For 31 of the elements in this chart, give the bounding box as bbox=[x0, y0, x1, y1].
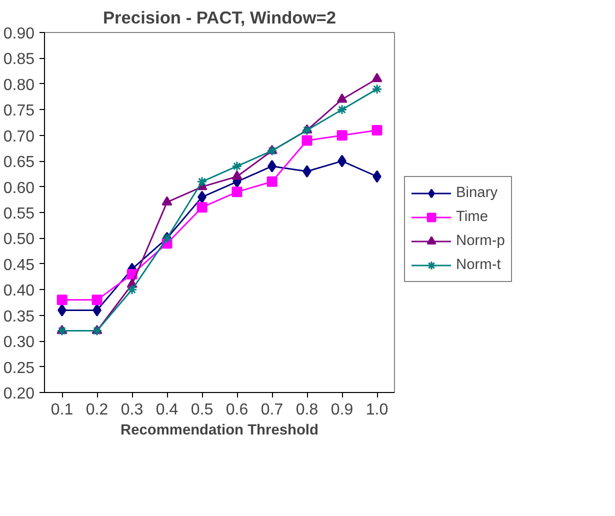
y-tick-label: 0.65 bbox=[3, 154, 35, 172]
legend-label: Time bbox=[456, 209, 488, 225]
x-tick-label: 0.5 bbox=[190, 402, 214, 418]
y-tick-label: 0.45 bbox=[3, 256, 35, 274]
chart-title: Precision - PACT, Window=2 bbox=[102, 8, 336, 28]
x-tick-label: 0.8 bbox=[296, 402, 318, 418]
y-tick-label: 0.25 bbox=[3, 360, 35, 377]
y-tick-label: 0.60 bbox=[3, 180, 35, 197]
x-tick-label: 0.6 bbox=[226, 402, 248, 418]
y-tick-label: 0.30 bbox=[3, 334, 35, 352]
y-tick-label: 0.40 bbox=[3, 282, 35, 300]
x-tick-label: 0.2 bbox=[86, 402, 108, 418]
x-axis-title: Recommendation Threshold bbox=[120, 422, 318, 438]
y-tick-label: 0.35 bbox=[3, 308, 35, 326]
x-tick-label: 1.0 bbox=[366, 402, 388, 418]
y-tick-label: 0.70 bbox=[3, 128, 35, 146]
y-tick-label: 0.80 bbox=[3, 76, 35, 94]
y-tick-label: 0.20 bbox=[3, 386, 35, 402]
legend-label: Norm-p bbox=[456, 233, 505, 249]
x-tick-label: 0.3 bbox=[120, 402, 144, 418]
y-tick-label: 0.55 bbox=[3, 206, 35, 222]
y-tick-label: 0.90 bbox=[3, 26, 35, 42]
x-tick-label: 0.4 bbox=[156, 402, 178, 418]
y-tick-label: 0.50 bbox=[3, 231, 35, 248]
y-tick-label: 0.75 bbox=[3, 102, 35, 120]
legend-label: Binary bbox=[456, 185, 498, 201]
y-tick-label: 0.85 bbox=[3, 51, 35, 68]
x-tick-label: 0.7 bbox=[260, 402, 284, 418]
legend-label: Norm-t bbox=[456, 257, 501, 273]
x-tick-label: 0.1 bbox=[50, 402, 74, 418]
x-tick-label: 0.9 bbox=[330, 402, 354, 418]
